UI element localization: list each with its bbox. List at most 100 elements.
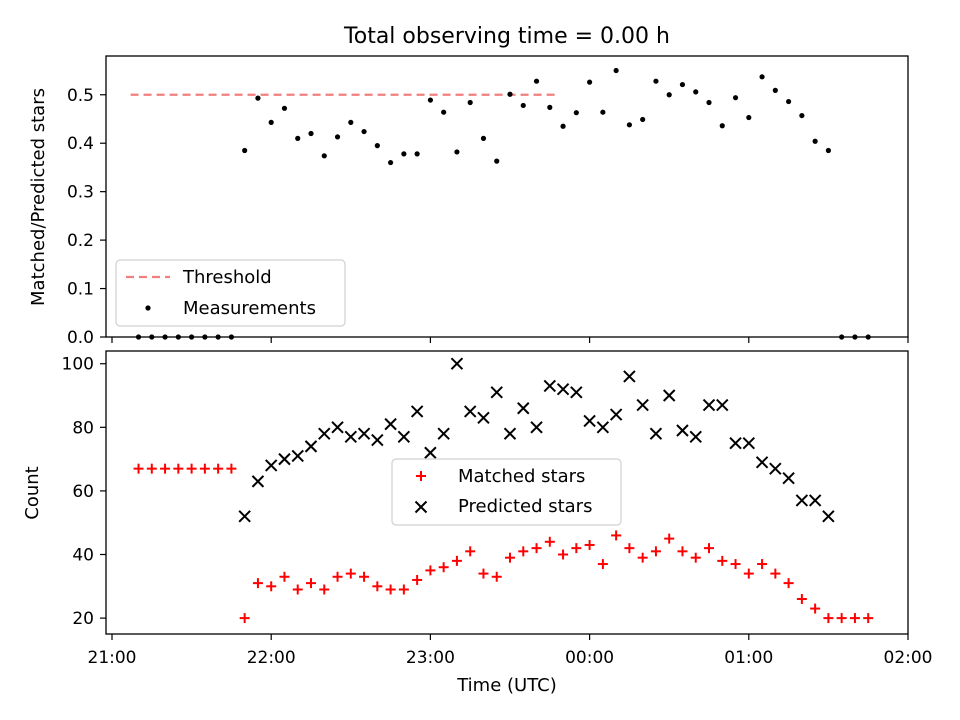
measurement-point (653, 78, 659, 84)
matched-star-point (505, 552, 515, 563)
matched-legend-marker (416, 471, 426, 481)
matched-star-point (239, 613, 250, 624)
predicted-star-point (291, 449, 304, 463)
x-tick-label: 00:00 (565, 648, 614, 668)
predicted-star-point (530, 421, 543, 434)
predicted-legend-label: Predicted stars (458, 496, 592, 517)
predicted-star-point (517, 402, 530, 415)
predicted-star-point (609, 408, 623, 421)
predicted-star-point (583, 414, 596, 428)
count-legend: Matched stars Predicted stars (391, 458, 622, 526)
predicted-star-point (450, 357, 464, 370)
matched-star-point (677, 546, 688, 557)
ratio-panel: 0.0 0.1 0.2 0.3 0.4 0.5 Matched/Predicted sta… (28, 55, 909, 348)
matched-star-point (372, 581, 383, 592)
matched-star-point (292, 584, 303, 595)
ratio-y-tick-label: 0.4 (67, 134, 94, 154)
chart-title: Total observing time = 0.00 h (343, 24, 670, 49)
measurement-point (772, 87, 778, 93)
matched-star-point (491, 571, 502, 582)
count-plot-frame (105, 350, 909, 635)
matched-star-point (544, 536, 555, 547)
matched-star-point (611, 530, 622, 541)
count-marks (133, 357, 874, 624)
measurement-point (255, 95, 261, 101)
matched-star-point (160, 463, 171, 474)
matched-star-point (597, 559, 608, 570)
predicted-star-point (570, 386, 583, 399)
matched-star-point (584, 539, 595, 550)
measurement-point (454, 149, 460, 155)
predicted-star-point (636, 398, 649, 412)
predicted-star-point (676, 424, 689, 437)
measurement-point (268, 119, 274, 125)
measurement-point (640, 116, 646, 123)
predicted-star-point (702, 398, 716, 412)
count-y-axis-label: Count (22, 466, 43, 519)
predicted-star-point (729, 437, 742, 450)
predicted-star-point (344, 430, 358, 444)
measurement-point (494, 158, 500, 164)
measurement-point (679, 81, 686, 88)
matched-star-point (213, 463, 224, 474)
count-x-axis: 21:00 22:00 23:00 00:00 01:00 02:00 (88, 634, 933, 668)
matched-star-point (359, 571, 370, 582)
matched-star-point (199, 463, 210, 474)
count-y-axis: 20 40 60 80 100 (62, 355, 106, 629)
matched-star-point (810, 603, 821, 614)
predicted-star-point (397, 430, 411, 444)
measurement-point (348, 119, 354, 125)
count-y-tick-label: 20 (72, 609, 94, 629)
ratio-y-axis: 0.0 0.1 0.2 0.3 0.4 0.5 (67, 86, 106, 348)
measurement-point (587, 79, 593, 85)
matched-star-point (849, 613, 860, 624)
matched-star-point (836, 613, 847, 624)
measurement-point (613, 67, 619, 74)
matched-star-point (704, 543, 714, 554)
predicted-star-point (331, 421, 344, 434)
predicted-star-point (384, 417, 397, 431)
measurement-point (295, 135, 301, 141)
measurement-point (732, 95, 739, 101)
matched-star-point (451, 555, 462, 566)
predicted-star-point (662, 389, 676, 402)
predicted-star-point (755, 456, 769, 469)
matched-star-point (425, 565, 436, 576)
matched-star-point (279, 571, 290, 582)
measurement-point (746, 114, 752, 121)
measurement-point (786, 98, 792, 105)
ratio-y-tick-label: 0.3 (67, 183, 94, 203)
measurement-point (467, 99, 473, 106)
predicted-star-point (649, 427, 663, 440)
ratio-y-axis-label: Matched/Predicted stars (28, 88, 49, 306)
measurement-point (401, 151, 407, 157)
predicted-star-point (742, 437, 756, 450)
matched-star-point (438, 562, 449, 573)
measurement-point (666, 92, 672, 98)
matched-star-point (558, 549, 569, 560)
matched-star-point (332, 571, 343, 582)
measurement-point (759, 74, 765, 80)
ratio-y-tick-label: 0.5 (67, 86, 94, 106)
count-y-tick-label: 40 (72, 546, 94, 566)
measurement-point (480, 135, 487, 141)
measurements-legend-label: Measurements (183, 298, 316, 319)
predicted-star-point (716, 398, 729, 412)
x-tick-label: 22:00 (247, 648, 296, 668)
matched-star-point (306, 578, 316, 589)
matched-star-point (398, 584, 409, 595)
predicted-star-point (264, 459, 278, 472)
predicted-star-point (689, 430, 702, 444)
x-tick-label: 21:00 (88, 648, 137, 668)
count-y-tick-label: 100 (62, 355, 94, 375)
ratio-y-tick-label: 0.0 (67, 328, 94, 348)
measurement-point (693, 89, 699, 95)
measurement-point (533, 78, 540, 84)
predicted-legend-swatch (414, 500, 428, 514)
predicted-star-point (543, 379, 557, 393)
measurement-point (427, 97, 433, 103)
measurement-point (520, 102, 526, 109)
matched-star-point (863, 613, 874, 624)
measurement-point (374, 143, 380, 149)
matched-star-point (757, 559, 768, 570)
